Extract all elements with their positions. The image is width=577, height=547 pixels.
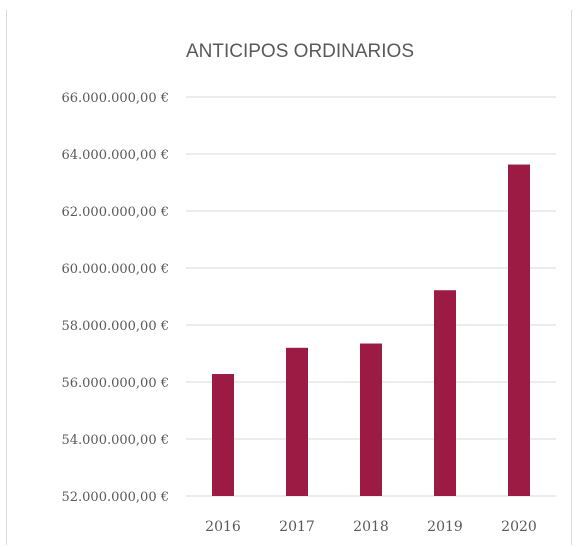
- y-axis-tick-labels: 52.000.000,00 € 54.000.000,00 € 56.000.000…: [61, 91, 169, 505]
- x-tick-label: 2020: [501, 519, 537, 535]
- chart-frame: [6, 10, 572, 545]
- bars: [212, 164, 530, 497]
- chart-title: ANTICIPOS ORDINARIOS: [186, 41, 414, 62]
- y-tick-label: 62.000.000,00 €: [61, 205, 169, 220]
- y-tick-label: 66.000.000,00 €: [61, 91, 169, 106]
- bar-2016: [212, 374, 234, 496]
- x-tick-label: 2019: [427, 519, 463, 535]
- bar-2018: [360, 343, 382, 496]
- y-tick-label: 60.000.000,00 €: [61, 262, 169, 277]
- y-tick-label: 54.000.000,00 €: [61, 433, 169, 448]
- bar-2019: [434, 290, 456, 496]
- x-tick-label: 2017: [279, 519, 315, 535]
- y-tick-label: 52.000.000,00 €: [61, 490, 169, 505]
- y-tick-label: 58.000.000,00 €: [61, 319, 169, 334]
- bar-2017: [286, 347, 308, 496]
- y-tick-label: 64.000.000,00 €: [61, 148, 169, 163]
- x-tick-label: 2016: [205, 519, 241, 535]
- x-tick-label: 2018: [353, 519, 389, 535]
- bar-2020: [508, 164, 530, 497]
- y-tick-label: 56.000.000,00 €: [61, 376, 169, 391]
- x-axis-tick-labels: 2016 2017 2018 2019 2020: [205, 519, 537, 535]
